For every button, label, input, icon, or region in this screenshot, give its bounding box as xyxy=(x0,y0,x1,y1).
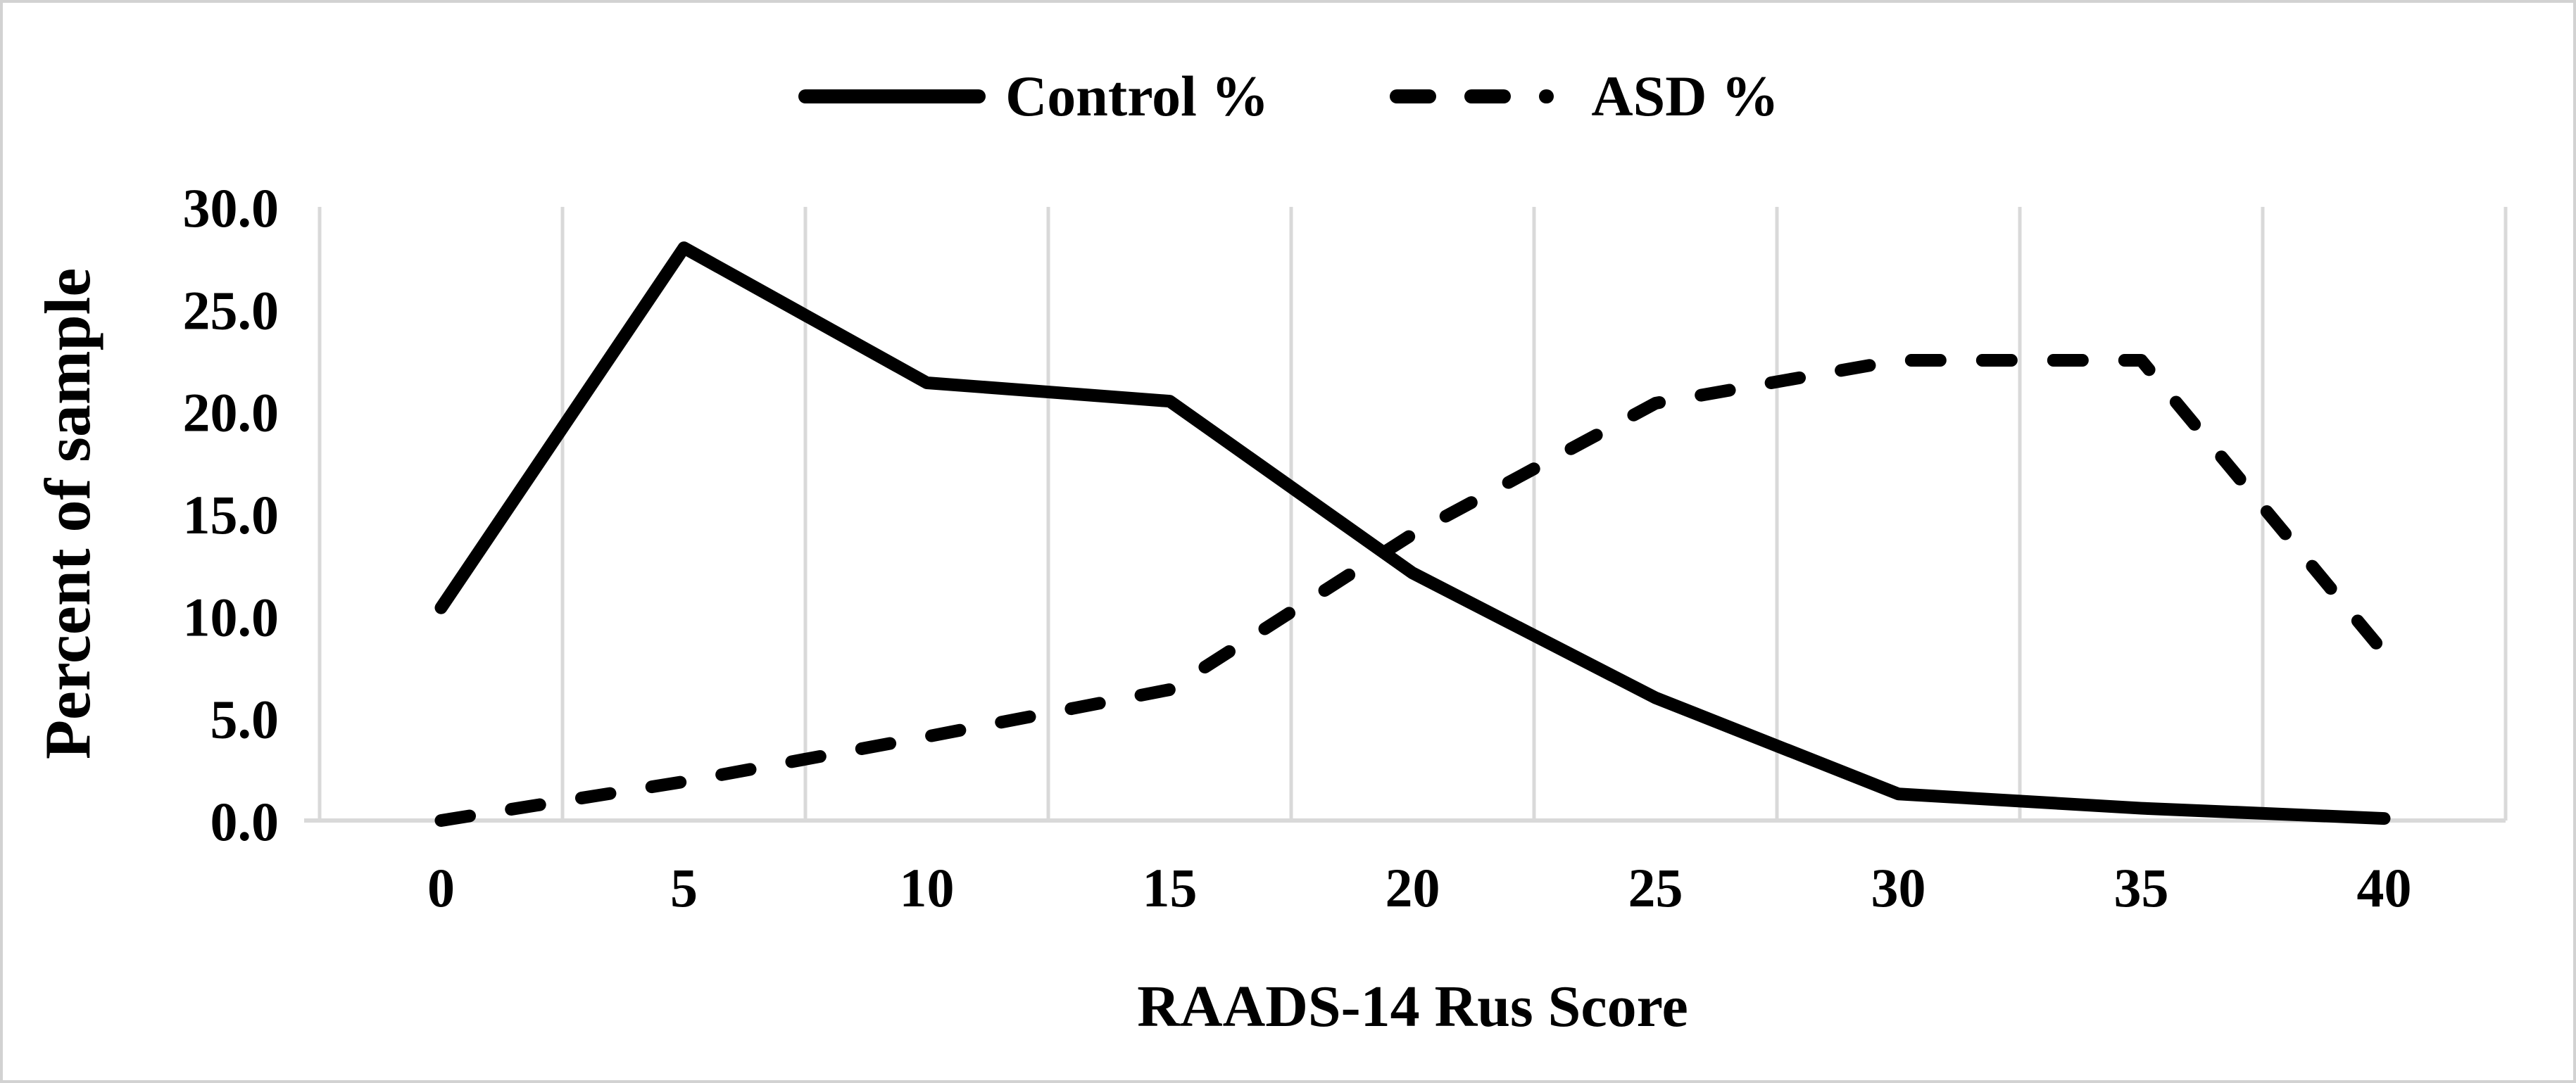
x-tick-label: 40 xyxy=(2357,857,2412,918)
dashed-line-swatch-icon xyxy=(1390,89,1572,103)
x-tick-label: 30 xyxy=(1871,857,1926,918)
x-tick-label: 0 xyxy=(427,857,455,918)
x-tick-label: 25 xyxy=(1628,857,1683,918)
x-tick-label: 10 xyxy=(900,857,955,918)
y-tick-label: 10.0 xyxy=(183,586,279,647)
x-tick-label: 5 xyxy=(670,857,698,918)
legend-label-control: Control % xyxy=(1005,64,1269,128)
x-tick-label: 20 xyxy=(1386,857,1440,918)
plot-area: 0.0 5.0 10.0 15.0 20.0 25.0 30.0 0 5 10 15 20 25 30 35… xyxy=(183,177,2508,918)
legend: Control % ASD % xyxy=(3,63,2573,129)
legend-label-asd: ASD % xyxy=(1591,64,1779,128)
legend-item-asd: ASD % xyxy=(1388,63,1779,129)
solid-line-swatch-icon xyxy=(798,89,986,103)
y-tick-label: 30.0 xyxy=(183,177,279,239)
legend-item-control: Control % xyxy=(797,63,1269,129)
y-tick-label: 0.0 xyxy=(211,791,279,852)
y-tick-label: 5.0 xyxy=(211,689,279,750)
x-tick-label: 35 xyxy=(2114,857,2169,918)
y-axis-title: Percent of sample xyxy=(32,267,103,760)
series-line-asd xyxy=(434,354,2391,827)
y-tick-label: 20.0 xyxy=(183,382,279,443)
series-line-control xyxy=(434,241,2391,825)
y-tick-label: 15.0 xyxy=(183,484,279,545)
x-tick-label: 15 xyxy=(1143,857,1198,918)
x-axis-title: RAADS-14 Rus Score xyxy=(1137,974,1688,1039)
y-tick-label: 25.0 xyxy=(183,279,279,341)
